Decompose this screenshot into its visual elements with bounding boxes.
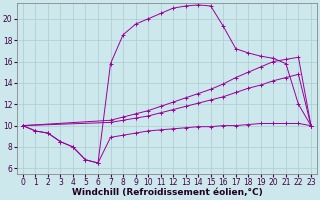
X-axis label: Windchill (Refroidissement éolien,°C): Windchill (Refroidissement éolien,°C): [72, 188, 262, 197]
